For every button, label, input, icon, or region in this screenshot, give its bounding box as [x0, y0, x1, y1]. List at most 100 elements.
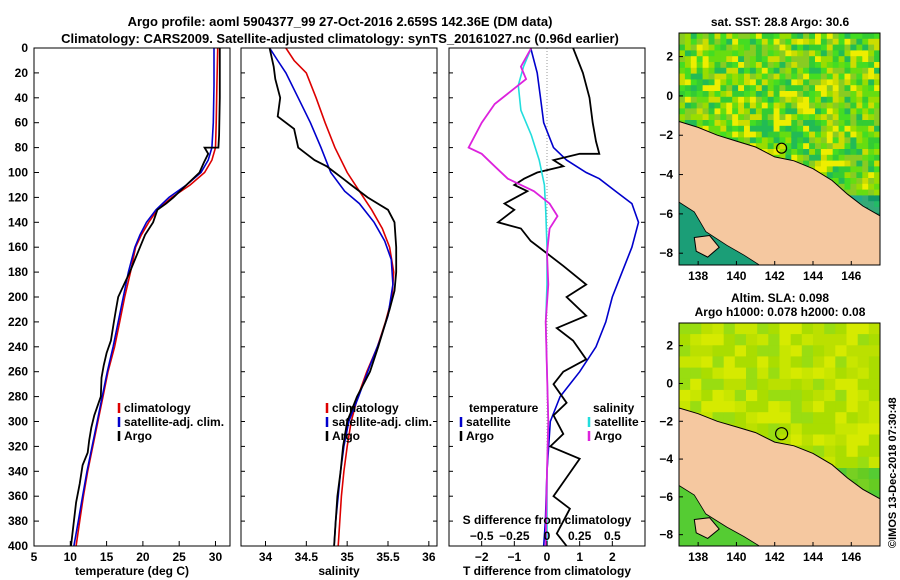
- heatmap-cell: [767, 137, 775, 144]
- heatmap-cell: [757, 412, 769, 424]
- heatmap-cell: [835, 323, 848, 335]
- heatmap-cell: [785, 96, 792, 104]
- heatmap-cell: [790, 401, 803, 413]
- heatmap-cell: [846, 456, 859, 469]
- heatmap-cell: [850, 73, 857, 80]
- heatmap-cell: [874, 79, 880, 86]
- heatmap-cell: [720, 114, 727, 121]
- heatmap-cell: [874, 137, 880, 144]
- heatmap-cell: [868, 50, 875, 57]
- heatmap-cell: [726, 125, 733, 133]
- heatmap-cell: [773, 56, 781, 63]
- heatmap-cell: [773, 67, 781, 75]
- heatmap-cell: [838, 131, 846, 138]
- heatmap-cell: [832, 96, 840, 104]
- difference-panel: −2 −1 0 1 2 −0.5 −0.25 0 0.25 0.5 temperature sal…: [448, 47, 646, 578]
- y-tick-label: 120: [8, 190, 28, 204]
- heatmap-cell: [826, 160, 834, 167]
- heatmap-cell: [868, 120, 875, 127]
- sla-land: [679, 407, 880, 546]
- heatmap-cell: [779, 96, 786, 104]
- heatmap-cell: [803, 149, 810, 156]
- heatmap-cell: [803, 38, 810, 46]
- heatmap-cell: [815, 149, 822, 156]
- heatmap-cell: [801, 356, 814, 369]
- heatmap-cell: [850, 178, 857, 185]
- heatmap-cell: [723, 334, 736, 346]
- lon-tick-label: 140: [726, 269, 746, 283]
- heatmap-cell: [790, 345, 803, 358]
- heatmap-cell: [779, 73, 786, 80]
- heatmap-cell: [744, 85, 751, 92]
- heatmap-cell: [712, 378, 725, 391]
- heatmap-cell: [868, 445, 880, 458]
- figure-title-line1: Argo profile: aoml 5904377_99 27-Oct-201…: [128, 14, 553, 29]
- heatmap-cell: [856, 79, 863, 86]
- heatmap-cell: [820, 56, 828, 63]
- heatmap-cell: [803, 85, 810, 92]
- heatmap-cell: [690, 79, 698, 86]
- heatmap-cell: [732, 67, 739, 75]
- heatmap-cell: [679, 323, 691, 335]
- frederik-hendrik-island: [693, 517, 720, 539]
- heatmap-cell: [749, 137, 757, 144]
- heatmap-cell: [815, 160, 822, 167]
- heatmap-cell: [868, 172, 875, 179]
- heatmap-cell: [850, 85, 857, 92]
- heatmap-cell: [679, 91, 686, 98]
- heatmap-cell: [809, 131, 816, 138]
- heatmap-cell: [856, 166, 863, 173]
- heatmap-cell: [708, 96, 716, 104]
- heatmap-cell: [813, 367, 825, 380]
- heatmap-cell: [690, 102, 698, 109]
- heatmap-cell: [723, 323, 736, 335]
- heatmap-cell: [835, 412, 848, 424]
- heatmap-cell: [726, 114, 733, 121]
- heatmap-cell: [773, 108, 781, 115]
- y-tick-label: 20: [15, 66, 29, 80]
- heatmap-cell: [749, 44, 757, 51]
- heatmap-cell: [803, 73, 810, 80]
- heatmap-cell: [791, 102, 798, 109]
- heatmap-cell: [702, 44, 710, 51]
- heatmap-cell: [809, 137, 816, 144]
- heatmap-cell: [835, 367, 848, 380]
- heatmap-cell: [761, 114, 769, 121]
- heatmap-cell: [690, 56, 698, 63]
- heatmap-cell: [712, 367, 725, 380]
- heatmap-cell: [746, 334, 758, 346]
- heatmap-cell: [820, 102, 828, 109]
- heatmap-cell: [755, 85, 763, 92]
- heatmap-cell: [791, 79, 798, 86]
- heatmap-cell: [744, 56, 751, 63]
- heatmap-cell: [820, 50, 828, 57]
- heatmap-cell: [696, 62, 704, 69]
- heatmap-cell: [809, 149, 816, 156]
- heatmap-cell: [744, 91, 751, 98]
- heatmap-cell: [726, 50, 733, 57]
- heatmap-cell: [874, 73, 880, 80]
- heatmap-cell: [838, 91, 846, 98]
- heatmap-cell: [744, 114, 751, 121]
- x-tick-label: 35: [340, 550, 354, 564]
- heatmap-cell: [746, 401, 758, 413]
- heatmap-cell: [701, 345, 714, 358]
- legend-label: Argo: [466, 429, 494, 443]
- heatmap-cell: [801, 378, 814, 391]
- heatmap-cell: [679, 79, 686, 86]
- heatmap-cell: [785, 85, 792, 92]
- heatmap-cell: [749, 108, 757, 115]
- heatmap-cell: [874, 143, 880, 150]
- legend-label: Argo: [332, 429, 360, 443]
- heatmap-cell: [801, 367, 814, 380]
- heatmap-cell: [857, 389, 870, 402]
- heatmap-cell: [785, 108, 792, 115]
- heatmap-cell: [791, 62, 798, 69]
- heatmap-cell: [838, 120, 846, 127]
- heatmap-cell: [820, 154, 828, 162]
- heatmap-cell: [815, 33, 822, 40]
- heatmap-cell: [857, 356, 870, 369]
- temperature-panel: 5 10 15 20 25 30 0 20 40 60 80 100 120 140 160 180 200 2…: [8, 41, 231, 578]
- heatmap-cell: [809, 125, 816, 133]
- heatmap-cell: [749, 114, 757, 121]
